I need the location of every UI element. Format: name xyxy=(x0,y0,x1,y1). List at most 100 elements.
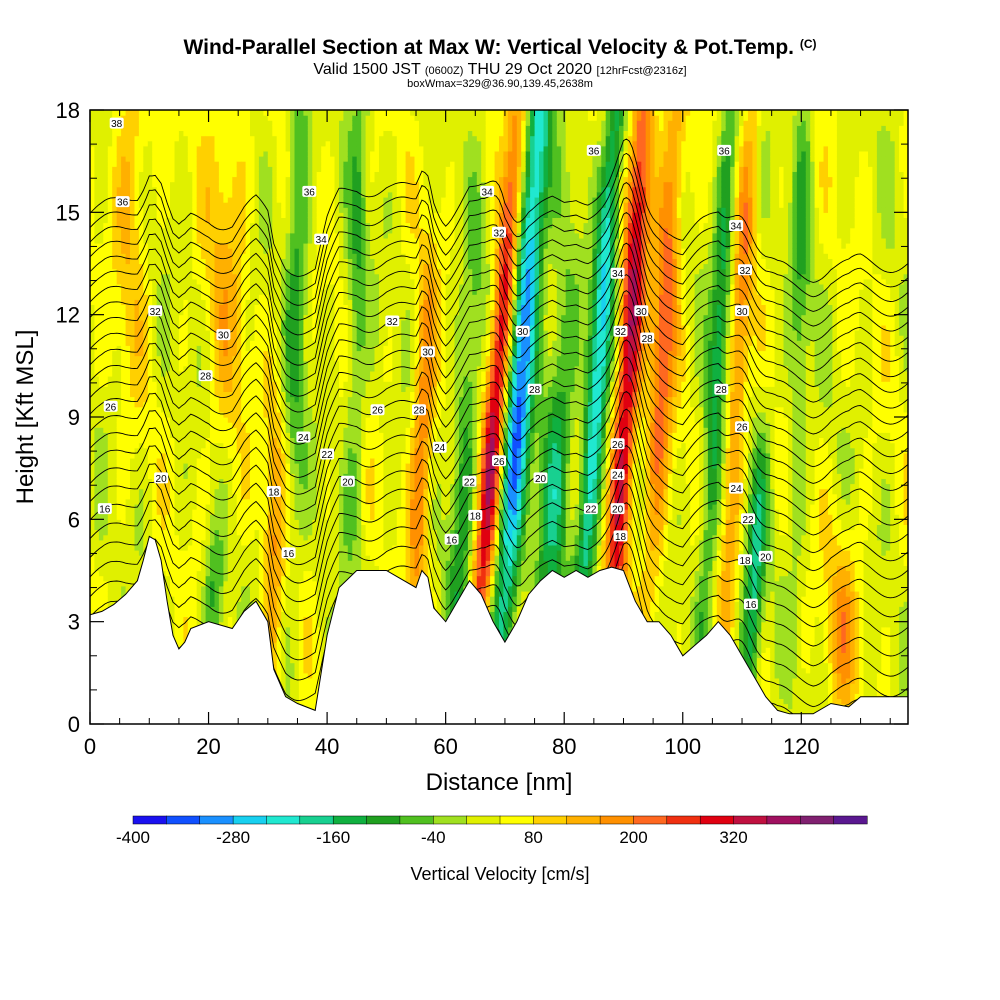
heat-cell xyxy=(263,452,269,459)
heat-cell xyxy=(183,534,189,541)
heat-cell xyxy=(241,166,247,172)
heat-cell xyxy=(178,611,184,618)
heat-cell xyxy=(227,161,233,167)
heat-cell xyxy=(183,570,189,577)
heat-cell xyxy=(227,186,233,193)
heat-cell xyxy=(210,299,215,305)
heat-cell xyxy=(241,575,247,582)
heat-cell xyxy=(210,411,215,418)
heat-cell xyxy=(241,406,247,413)
heat-cell xyxy=(130,509,135,515)
heat-cell xyxy=(138,468,144,474)
heat-cell xyxy=(187,442,193,449)
heat-cell xyxy=(165,350,171,357)
heat-cell xyxy=(272,519,278,525)
heat-cell xyxy=(196,457,202,464)
heat-cell xyxy=(218,278,224,285)
heat-cell xyxy=(103,591,109,597)
heat-cell xyxy=(178,498,184,505)
heat-cell xyxy=(227,350,233,357)
heat-cell xyxy=(183,370,189,377)
heat-cell xyxy=(223,498,229,505)
heat-cell xyxy=(210,401,215,408)
heat-cell xyxy=(138,130,144,137)
heat-cell xyxy=(156,130,162,137)
heat-cell xyxy=(250,524,255,531)
heat-cell xyxy=(147,376,153,382)
heat-cell xyxy=(156,381,162,387)
heat-cell xyxy=(112,171,118,178)
heat-cell xyxy=(258,580,264,587)
heat-cell xyxy=(116,243,122,249)
heat-cell xyxy=(161,550,167,556)
heat-cell xyxy=(174,432,180,438)
heat-cell xyxy=(192,591,198,597)
heat-cell xyxy=(130,130,135,137)
heat-cell xyxy=(178,289,184,295)
heat-cell xyxy=(147,529,153,536)
heat-cell xyxy=(196,309,202,316)
heat-cell xyxy=(227,509,233,515)
heat-cell xyxy=(107,156,113,162)
heat-cell xyxy=(138,253,144,259)
heat-cell xyxy=(187,401,193,408)
heat-cell xyxy=(227,488,233,495)
heat-cell xyxy=(152,248,158,254)
heat-cell xyxy=(218,422,224,428)
heat-cell xyxy=(245,365,251,372)
heat-cell xyxy=(170,411,175,418)
heat-cell xyxy=(183,488,189,495)
heat-cell xyxy=(112,550,118,556)
heat-cell xyxy=(174,463,180,469)
heat-cell xyxy=(170,115,175,121)
heat-cell xyxy=(210,498,215,505)
heat-cell xyxy=(107,463,113,469)
heat-cell xyxy=(170,299,175,305)
heat-cell xyxy=(196,202,202,208)
heat-cell xyxy=(143,263,149,270)
heat-cell xyxy=(174,637,180,643)
heat-cell xyxy=(250,411,255,418)
heat-cell xyxy=(245,550,251,556)
heat-cell xyxy=(245,488,251,495)
heat-cell xyxy=(125,181,131,188)
heat-cell xyxy=(210,171,215,178)
heat-cell xyxy=(218,171,224,178)
heat-cell xyxy=(258,432,264,438)
heat-cell xyxy=(258,463,264,469)
heat-cell xyxy=(116,401,122,408)
heat-cell xyxy=(170,463,175,469)
heat-cell xyxy=(272,524,278,531)
heat-cell xyxy=(272,652,278,659)
heat-cell xyxy=(205,365,211,372)
heat-cell xyxy=(138,478,144,485)
heat-cell xyxy=(250,591,255,597)
heat-cell xyxy=(254,350,260,357)
heat-cell xyxy=(147,284,153,290)
heat-cell xyxy=(210,278,215,285)
heat-cell xyxy=(192,181,198,188)
heat-cell xyxy=(236,202,242,208)
heat-cell xyxy=(250,207,255,213)
heat-cell xyxy=(196,447,202,454)
heat-cell xyxy=(210,616,215,623)
heat-cell xyxy=(130,243,135,249)
heat-cell xyxy=(210,248,215,254)
heat-cell xyxy=(125,575,131,582)
heat-cell xyxy=(214,611,220,618)
heat-cell xyxy=(205,278,211,285)
heat-cell xyxy=(272,657,278,664)
heat-cell xyxy=(201,278,207,285)
heat-cell xyxy=(196,488,202,495)
heat-cell xyxy=(272,565,278,572)
heat-cell xyxy=(94,504,100,510)
heat-cell xyxy=(147,417,153,423)
heat-cell xyxy=(218,253,224,259)
heat-cell xyxy=(121,534,127,541)
heat-cell xyxy=(196,186,202,193)
heat-cell xyxy=(205,273,211,280)
heat-cell xyxy=(174,585,180,592)
heat-cell xyxy=(161,135,167,142)
heat-cell xyxy=(116,432,122,438)
heat-cell xyxy=(143,534,149,541)
